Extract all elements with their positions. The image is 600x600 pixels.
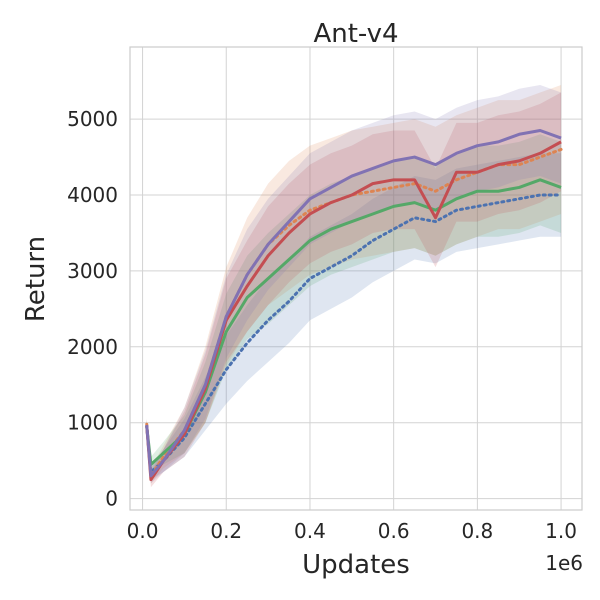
series-0-line (145, 193, 563, 474)
x-tick-label: 1.0 (545, 519, 577, 543)
y-tick-label: 1000 (67, 411, 118, 435)
x-tick-labels: 0.0 0.2 0.4 0.6 0.8 1.0 (127, 519, 577, 543)
series-1-band (146, 84, 562, 484)
series-4-line (145, 128, 562, 478)
x-tick-label: 0.4 (294, 519, 326, 543)
series-4-band (146, 84, 562, 484)
y-tick-label: 0 (105, 487, 118, 511)
y-tick-label: 4000 (67, 183, 118, 207)
series-2-band (146, 134, 562, 473)
x-offset-label: 1e6 (545, 551, 583, 575)
y-tick-label: 3000 (67, 259, 118, 283)
x-tick-label: 0.8 (461, 519, 493, 543)
grid (130, 47, 582, 510)
plot-frame (129, 46, 583, 511)
series-3-line (145, 140, 562, 482)
x-tick-label: 0.6 (378, 519, 410, 543)
y-tick-label: 5000 (67, 107, 118, 131)
confidence-bands (146, 84, 562, 488)
chart-title: Ant-v4 (313, 19, 398, 49)
x-axis-label: Updates (302, 550, 410, 580)
y-tick-labels: 0 1000 2000 3000 4000 5000 (67, 107, 118, 511)
series-0-band (146, 153, 562, 480)
series-lines (145, 128, 563, 482)
x-tick-label: 0.2 (210, 519, 242, 543)
series-3-band (146, 92, 562, 488)
y-tick-label: 2000 (67, 335, 118, 359)
x-tick-label: 0.0 (127, 519, 159, 543)
y-axis-label: Return (21, 236, 51, 322)
